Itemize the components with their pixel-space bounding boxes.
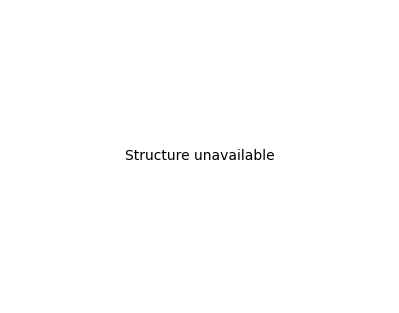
Text: Structure unavailable: Structure unavailable bbox=[125, 150, 275, 163]
